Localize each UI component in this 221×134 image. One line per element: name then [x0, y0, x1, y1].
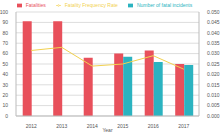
- svg-text:90: 90: [8, 19, 9, 25]
- svg-text:0.030: 0.030: [207, 50, 213, 56]
- svg-text:2013: 2013: [56, 123, 67, 129]
- svg-text:20: 20: [8, 92, 9, 98]
- svg-text:0.015: 0.015: [207, 82, 213, 88]
- html-text:Fatalities: Fatalities: [25, 2, 46, 8]
- svg-text:0.005: 0.005: [207, 102, 213, 108]
- svg-text:0.045: 0.045: [207, 19, 213, 25]
- svg-text:0.020: 0.020: [207, 71, 213, 77]
- svg-text:80: 80: [8, 30, 9, 36]
- svg-text:30: 30: [8, 82, 9, 88]
- html-text:Fatality Frequency Rate: Fatality Frequency Rate: [64, 2, 118, 8]
- svg-text:0.035: 0.035: [207, 40, 213, 46]
- svg-text:2014: 2014: [87, 123, 98, 129]
- svg-text:60: 60: [8, 50, 9, 56]
- svg-text:50: 50: [8, 61, 9, 67]
- svg-text:Year: Year: [102, 127, 112, 133]
- svg-text:2015: 2015: [117, 123, 128, 129]
- svg-text:0.040: 0.040: [207, 30, 213, 36]
- svg-text:2012: 2012: [26, 123, 37, 129]
- svg-text:10: 10: [8, 102, 9, 108]
- html-text:Number of fatal incidents: Number of fatal incidents: [136, 2, 193, 8]
- svg-text:40: 40: [8, 71, 9, 77]
- svg-text:0.010: 0.010: [207, 92, 213, 98]
- svg-text:100: 100: [8, 9, 9, 15]
- svg-text:0.025: 0.025: [207, 61, 213, 67]
- svg-text:2017: 2017: [178, 123, 189, 129]
- svg-text:2016: 2016: [148, 123, 159, 129]
- svg-text:70: 70: [8, 40, 9, 46]
- svg-text:0: 0: [8, 113, 9, 119]
- svg-text:0.050: 0.050: [207, 9, 213, 15]
- svg-text:0.000: 0.000: [207, 113, 213, 119]
